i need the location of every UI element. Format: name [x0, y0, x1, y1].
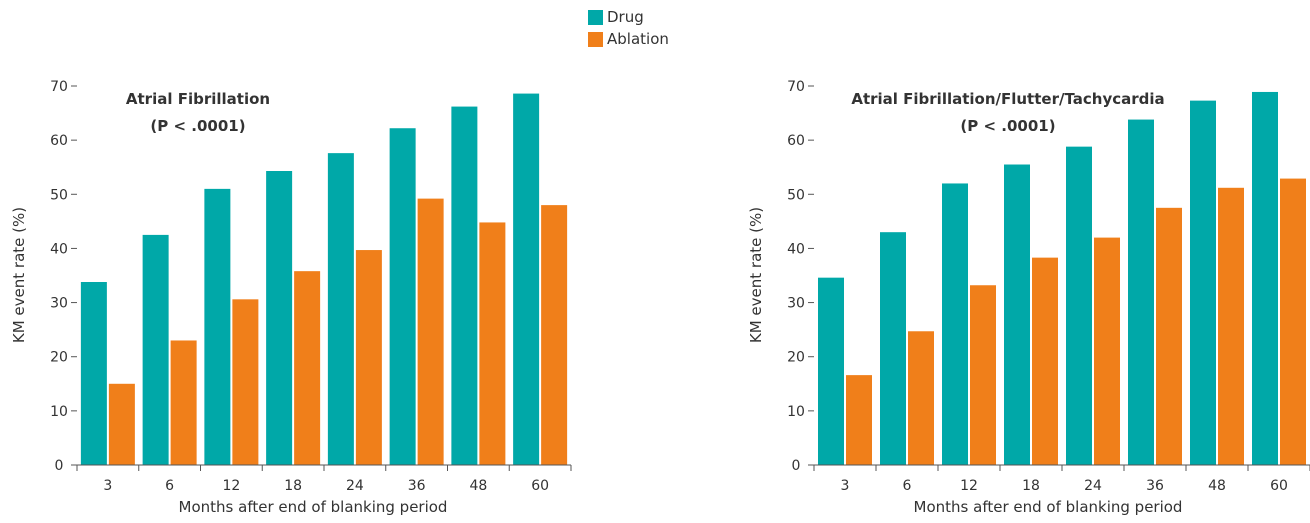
x-tick-label: 3	[841, 478, 850, 494]
chart-subtitle: (P < .0001)	[150, 117, 245, 135]
legend-swatch-drug	[588, 9, 603, 25]
y-tick-label: 60	[50, 133, 68, 149]
y-tick-label: 70	[787, 79, 805, 95]
bars	[80, 93, 568, 466]
y-tick-label: 70	[50, 79, 68, 95]
bar-ablation-18	[1032, 257, 1058, 465]
x-tick-label: 36	[1146, 478, 1164, 494]
bar-drug-6	[880, 232, 906, 465]
legend-item-ablation: Ablation	[588, 28, 669, 50]
y-tick-label: 50	[50, 187, 68, 203]
x-axis-title: Months after end of blanking period	[914, 498, 1183, 516]
bar-ablation-60	[1280, 178, 1306, 465]
y-tick-label: 10	[50, 404, 68, 420]
bar-drug-12	[204, 188, 231, 465]
y-tick-label: 0	[792, 458, 801, 474]
bar-drug-18	[1004, 164, 1030, 465]
y-tick-label: 40	[50, 241, 68, 257]
bar-ablation-6	[908, 331, 934, 465]
bar-drug-48	[451, 106, 478, 466]
bar-drug-3	[818, 277, 844, 465]
bar-ablation-48	[479, 222, 506, 465]
x-tick-label: 48	[1208, 478, 1226, 494]
legend: Drug Ablation	[588, 6, 669, 50]
bar-drug-48	[1190, 100, 1216, 466]
bar-drug-6	[142, 234, 169, 465]
bar-drug-36	[1128, 119, 1154, 465]
bar-ablation-18	[294, 271, 321, 465]
bar-drug-60	[1252, 91, 1278, 465]
y-tick-label: 20	[787, 350, 805, 366]
x-axis-title: Months after end of blanking period	[179, 498, 448, 516]
x-tick-label: 6	[165, 478, 174, 494]
legend-item-drug: Drug	[588, 6, 669, 28]
bar-ablation-60	[541, 205, 568, 465]
bar-ablation-12	[232, 299, 259, 465]
bars	[818, 91, 1306, 466]
x-tick-label: 18	[1022, 478, 1040, 494]
y-tick-label: 20	[50, 350, 68, 366]
legend-label-drug: Drug	[607, 8, 644, 26]
x-tick-label: 6	[903, 478, 912, 494]
y-tick-label: 10	[787, 404, 805, 420]
y-axis-ticks: 0 10 20 30 40 50 60 70	[787, 79, 814, 474]
chart-title: Atrial Fibrillation/Flutter/Tachycardia	[851, 90, 1164, 108]
legend-swatch-ablation	[588, 31, 603, 47]
bar-drug-36	[389, 128, 416, 465]
bar-ablation-24	[1094, 237, 1120, 465]
x-tick-label: 18	[284, 478, 302, 494]
x-tick-label: 12	[222, 478, 240, 494]
chart-af-flutter-tachycardia: Atrial Fibrillation/Flutter/Tachycardia …	[747, 79, 1310, 516]
bar-ablation-48	[1218, 187, 1244, 465]
chart-atrial-fibrillation: Atrial Fibrillation (P < .0001) KM event…	[10, 79, 572, 516]
bar-drug-24	[327, 153, 354, 465]
bar-drug-18	[266, 171, 293, 466]
x-tick-label: 24	[1084, 478, 1102, 494]
y-tick-label: 30	[50, 296, 68, 312]
bar-ablation-12	[970, 285, 996, 465]
bar-ablation-36	[417, 198, 444, 466]
chart-subtitle: (P < .0001)	[960, 117, 1055, 135]
y-axis-title: KM event rate (%)	[10, 207, 28, 343]
y-axis-ticks: 0 10 20 30 40 50 60 70	[50, 79, 77, 474]
bar-drug-60	[513, 93, 540, 465]
y-tick-label: 30	[787, 296, 805, 312]
y-tick-label: 40	[787, 241, 805, 257]
bar-ablation-6	[170, 340, 197, 465]
x-tick-label: 24	[346, 478, 364, 494]
x-tick-label: 48	[469, 478, 487, 494]
bar-drug-3	[80, 281, 107, 465]
y-tick-label: 50	[787, 187, 805, 203]
x-tick-label: 60	[531, 478, 549, 494]
x-tick-label: 36	[408, 478, 426, 494]
y-axis-title: KM event rate (%)	[747, 207, 765, 343]
bar-ablation-24	[355, 250, 382, 465]
y-tick-label: 0	[55, 458, 64, 474]
bar-ablation-3	[108, 383, 135, 465]
x-tick-label: 60	[1270, 478, 1288, 494]
y-tick-label: 60	[787, 133, 805, 149]
bar-drug-12	[942, 183, 968, 465]
x-tick-label: 3	[103, 478, 112, 494]
x-axis-ticks: 3 6 12 18 24 36 48 60	[813, 465, 1310, 494]
legend-label-ablation: Ablation	[607, 30, 669, 48]
bar-ablation-3	[846, 375, 872, 465]
bar-ablation-36	[1156, 207, 1182, 466]
chart-title: Atrial Fibrillation	[126, 90, 270, 108]
bar-drug-24	[1066, 146, 1092, 465]
x-tick-label: 12	[960, 478, 978, 494]
x-axis-ticks: 3 6 12 18 24 36 48 60	[76, 465, 572, 494]
